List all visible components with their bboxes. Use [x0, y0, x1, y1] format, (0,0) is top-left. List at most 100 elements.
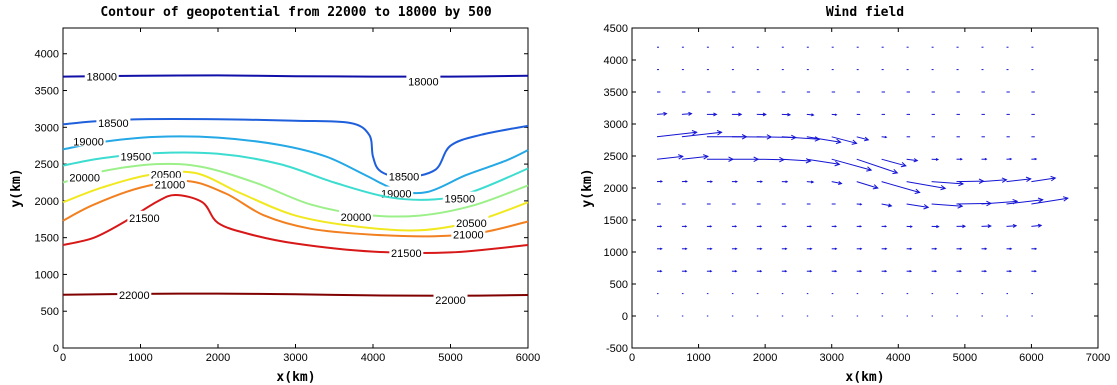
contour-label-bg: [442, 191, 477, 204]
wind-arrow-head: [884, 270, 888, 273]
contour-label-bg: [433, 293, 468, 306]
wind-arrow: [656, 131, 697, 138]
right-ticks: 0 1000 2000 3000 4000 5000 6000 7000-5000500100…: [604, 23, 1111, 364]
y-tick-label: 500: [610, 279, 628, 291]
wind-arrow-head: [663, 111, 668, 116]
wind-arrow-head: [703, 154, 710, 160]
x-tick-label: 7000: [1086, 352, 1110, 364]
contour-label: 20000: [341, 212, 372, 224]
wind-arrow-head: [709, 247, 713, 250]
wind-arrow: [831, 136, 857, 144]
wind-arrow-head: [892, 168, 899, 175]
wind-arrow-head: [957, 203, 964, 209]
contour-label-bg: [67, 170, 102, 183]
wind-arrow: [756, 158, 784, 161]
contour-line-20000: [62, 162, 529, 218]
contour-label-bg: [118, 149, 153, 162]
x-tick-label: 1000: [128, 352, 152, 364]
wind-arrow-head: [709, 225, 713, 228]
y-tick-label: 2500: [604, 151, 628, 163]
wind-arrow-head: [1037, 197, 1044, 203]
contour-label: 21500: [129, 213, 160, 225]
wind-arrow: [931, 181, 964, 185]
x-tick-label: 3000: [283, 352, 307, 364]
wind-arrow-head: [909, 270, 913, 273]
wind-arrow: [1006, 225, 1017, 227]
wind-arrow: [781, 136, 820, 140]
wind-arrow: [956, 180, 984, 183]
wind-arrow-head: [1009, 157, 1013, 161]
contour-label: 18000: [86, 72, 117, 84]
wind-arrow-head: [987, 224, 992, 229]
contour-label-bg: [71, 134, 106, 147]
wind-arrow-head: [923, 204, 930, 210]
wind-arrow-head: [887, 203, 893, 208]
contour-label: 20500: [456, 218, 487, 230]
y-tick-label: 1000: [604, 247, 628, 259]
x-tick-label: 6000: [1019, 352, 1043, 364]
wind-arrow-head: [834, 113, 838, 116]
contour-label-bg: [406, 74, 441, 87]
wind-arrow-head: [809, 225, 813, 228]
contour-label: 19500: [445, 194, 476, 206]
wind-arrow-head: [684, 270, 688, 273]
left-chart: Contour of geopotential from 22000 to 18…: [9, 5, 540, 385]
wind-arrow: [1031, 177, 1056, 183]
wind-arrow-head: [684, 225, 688, 228]
wind-arrow-head: [809, 270, 813, 273]
wind-arrow-head: [713, 112, 718, 117]
wind-arrow-head: [984, 247, 988, 250]
contour-line-21000: [62, 179, 529, 238]
wind-arrow-head: [1009, 270, 1013, 273]
wind-arrow: [806, 113, 814, 116]
wind-arrow-head: [864, 136, 870, 142]
wind-arrow: [681, 155, 708, 160]
contour-label-bg: [152, 177, 187, 190]
x-tick-label: 2000: [206, 352, 230, 364]
contour-label-bg: [117, 288, 152, 301]
wind-arrow: [806, 158, 840, 165]
wind-arrow-head: [1050, 175, 1057, 182]
wind-arrow: [906, 203, 929, 208]
y-tick-label: 4000: [604, 55, 628, 67]
contour-line-20500: [62, 170, 529, 232]
y-tick-label: 3500: [35, 86, 59, 98]
contour-label: 19500: [121, 152, 152, 164]
contour-label: 22000: [119, 290, 150, 302]
wind-arrow-head: [859, 225, 863, 228]
wind-arrow-head: [866, 166, 873, 172]
left-contours: 18000 18000185001850019000190001950019500…: [62, 69, 529, 307]
y-tick-label: 4500: [604, 23, 628, 35]
x-tick-label: 6000: [516, 352, 540, 364]
wind-arrow-head: [684, 247, 688, 250]
contour-label: 21500: [391, 248, 422, 260]
contour-label-bg: [454, 215, 489, 228]
contour-label-bg: [96, 115, 131, 128]
right-plot-area: [631, 27, 1099, 349]
x-tick-label: 5000: [438, 352, 462, 364]
contour-label: 22000: [435, 295, 466, 307]
wind-arrow-head: [738, 112, 743, 117]
wind-arrow-head: [760, 180, 764, 183]
wind-arrow-head: [762, 112, 767, 117]
wind-arrow: [1006, 178, 1031, 183]
wind-arrow-head: [784, 270, 788, 273]
wind-arrow-head: [659, 225, 663, 228]
right-y-axis-label: y(km): [580, 168, 595, 207]
wind-arrow: [856, 136, 869, 141]
wind-arrow-head: [716, 130, 723, 136]
wind-arrow-head: [1001, 177, 1008, 183]
wind-arrow-head: [834, 225, 838, 228]
wind-arrow-head: [935, 157, 940, 161]
wind-arrow-head: [940, 184, 947, 191]
wind-arrow-head: [838, 181, 843, 185]
contour-label: 21000: [155, 180, 186, 192]
wind-arrow-head: [909, 247, 913, 250]
wind-arrow: [856, 181, 878, 189]
wind-arrow: [831, 181, 842, 184]
wind-arrow-head: [914, 188, 921, 194]
wind-arrow-head: [834, 160, 841, 167]
right-chart-title: Wind field: [826, 5, 904, 20]
wind-arrow-head: [984, 270, 988, 273]
wind-arrow: [656, 155, 683, 160]
